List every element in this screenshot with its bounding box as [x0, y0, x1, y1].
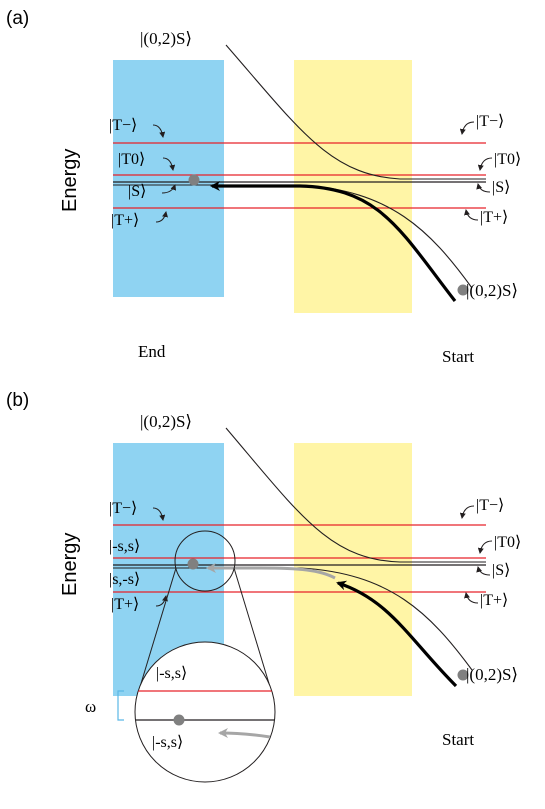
omega-label: ω [85, 697, 96, 716]
inset-top-label: |-s,s⟩ [156, 665, 187, 682]
upper-branch-b [225, 427, 486, 563]
gray-arrow-b [206, 563, 336, 580]
zoom-inset: |-s,s⟩ |-s,s⟩ [134, 641, 276, 783]
start-dot-b [457, 669, 469, 681]
left-level-label-a-1: |T0⟩ [118, 151, 145, 168]
pointer-arrow-icon [152, 507, 166, 521]
inset-bottom-label: |-s,s⟩ [152, 734, 183, 751]
pointer-arrow-icon [464, 592, 479, 604]
zoom-line-right [233, 567, 275, 701]
bottom-state-label-b: |(0,2)S⟩ [466, 665, 518, 684]
left-level-label-a-3: |T+⟩ [111, 212, 139, 229]
end-label-a: End [138, 342, 166, 361]
right-level-label-b-3: |T+⟩ [480, 592, 508, 609]
left-level-label-b-3: |T+⟩ [111, 596, 139, 613]
start-dot-a [457, 284, 469, 296]
right-level-label-b-1: |T0⟩ [494, 534, 521, 551]
inset-dot [173, 714, 185, 726]
energy-axis-label-b: Energy [59, 533, 81, 596]
pointer-arrow-icon [464, 209, 479, 221]
pointer-arrow-icon [162, 157, 176, 171]
right-level-label-b-0: |T−⟩ [476, 497, 504, 514]
right-level-label-a-2: |S⟩ [492, 179, 510, 196]
pointer-arrow-icon [155, 211, 168, 223]
zoom-circle [174, 530, 236, 592]
zoom-line-left [135, 567, 177, 701]
pointer-arrow-icon [459, 505, 475, 519]
bottom-state-label-a: |(0,2)S⟩ [466, 281, 518, 300]
pointer-arrow-icon [161, 184, 177, 194]
pointer-arrow-icon [477, 540, 493, 554]
inset-gray-arrow [218, 728, 271, 739]
left-level-label-b-0: |T−⟩ [109, 500, 137, 517]
upper-branch-a [225, 44, 486, 180]
evolution-arrow-b [336, 580, 458, 688]
end-dot-b [187, 558, 199, 570]
panel-b: (b) Energy |T−⟩ |-s,s⟩ |s,-s⟩ |T+⟩ |T−⟩ … [6, 390, 521, 783]
pointer-arrow-icon [459, 121, 475, 135]
pointer-arrow-icon [155, 595, 168, 607]
start-label-b: Start [442, 730, 474, 749]
end-region-a [113, 60, 224, 297]
panel-b-label: (b) [6, 390, 29, 411]
panel-a-label: (a) [6, 8, 29, 29]
right-level-label-a-3: |T+⟩ [480, 209, 508, 226]
top-state-label-b: |(0,2)S⟩ [140, 412, 192, 431]
pointer-arrow-icon [476, 566, 491, 576]
left-level-label-a-0: |T−⟩ [109, 117, 137, 134]
end-dot-a [188, 174, 200, 186]
energy-axis-label-a: Energy [59, 149, 81, 212]
panel-a: (a) Energy |T−⟩ |T0⟩ |S⟩ |T+⟩ |T−⟩ |T0⟩ … [6, 8, 521, 366]
left-level-label-b-2: |s,-s⟩ [109, 571, 140, 588]
top-state-label-a: |(0,2)S⟩ [140, 29, 192, 48]
evolution-arrow-a [210, 181, 457, 302]
right-level-label-a-1: |T0⟩ [494, 151, 521, 168]
right-level-label-a-0: |T−⟩ [476, 113, 504, 130]
omega-bracket [117, 690, 124, 721]
lower-branch-b [113, 567, 473, 671]
left-level-label-b-1: |-s,s⟩ [109, 538, 140, 555]
start-label-a: Start [442, 347, 474, 366]
pointer-arrow-icon [477, 157, 493, 171]
pointer-arrow-icon [152, 124, 166, 138]
pointer-arrow-icon [476, 183, 491, 193]
right-level-label-b-2: |S⟩ [492, 562, 510, 579]
left-level-label-a-2: |S⟩ [128, 183, 146, 200]
